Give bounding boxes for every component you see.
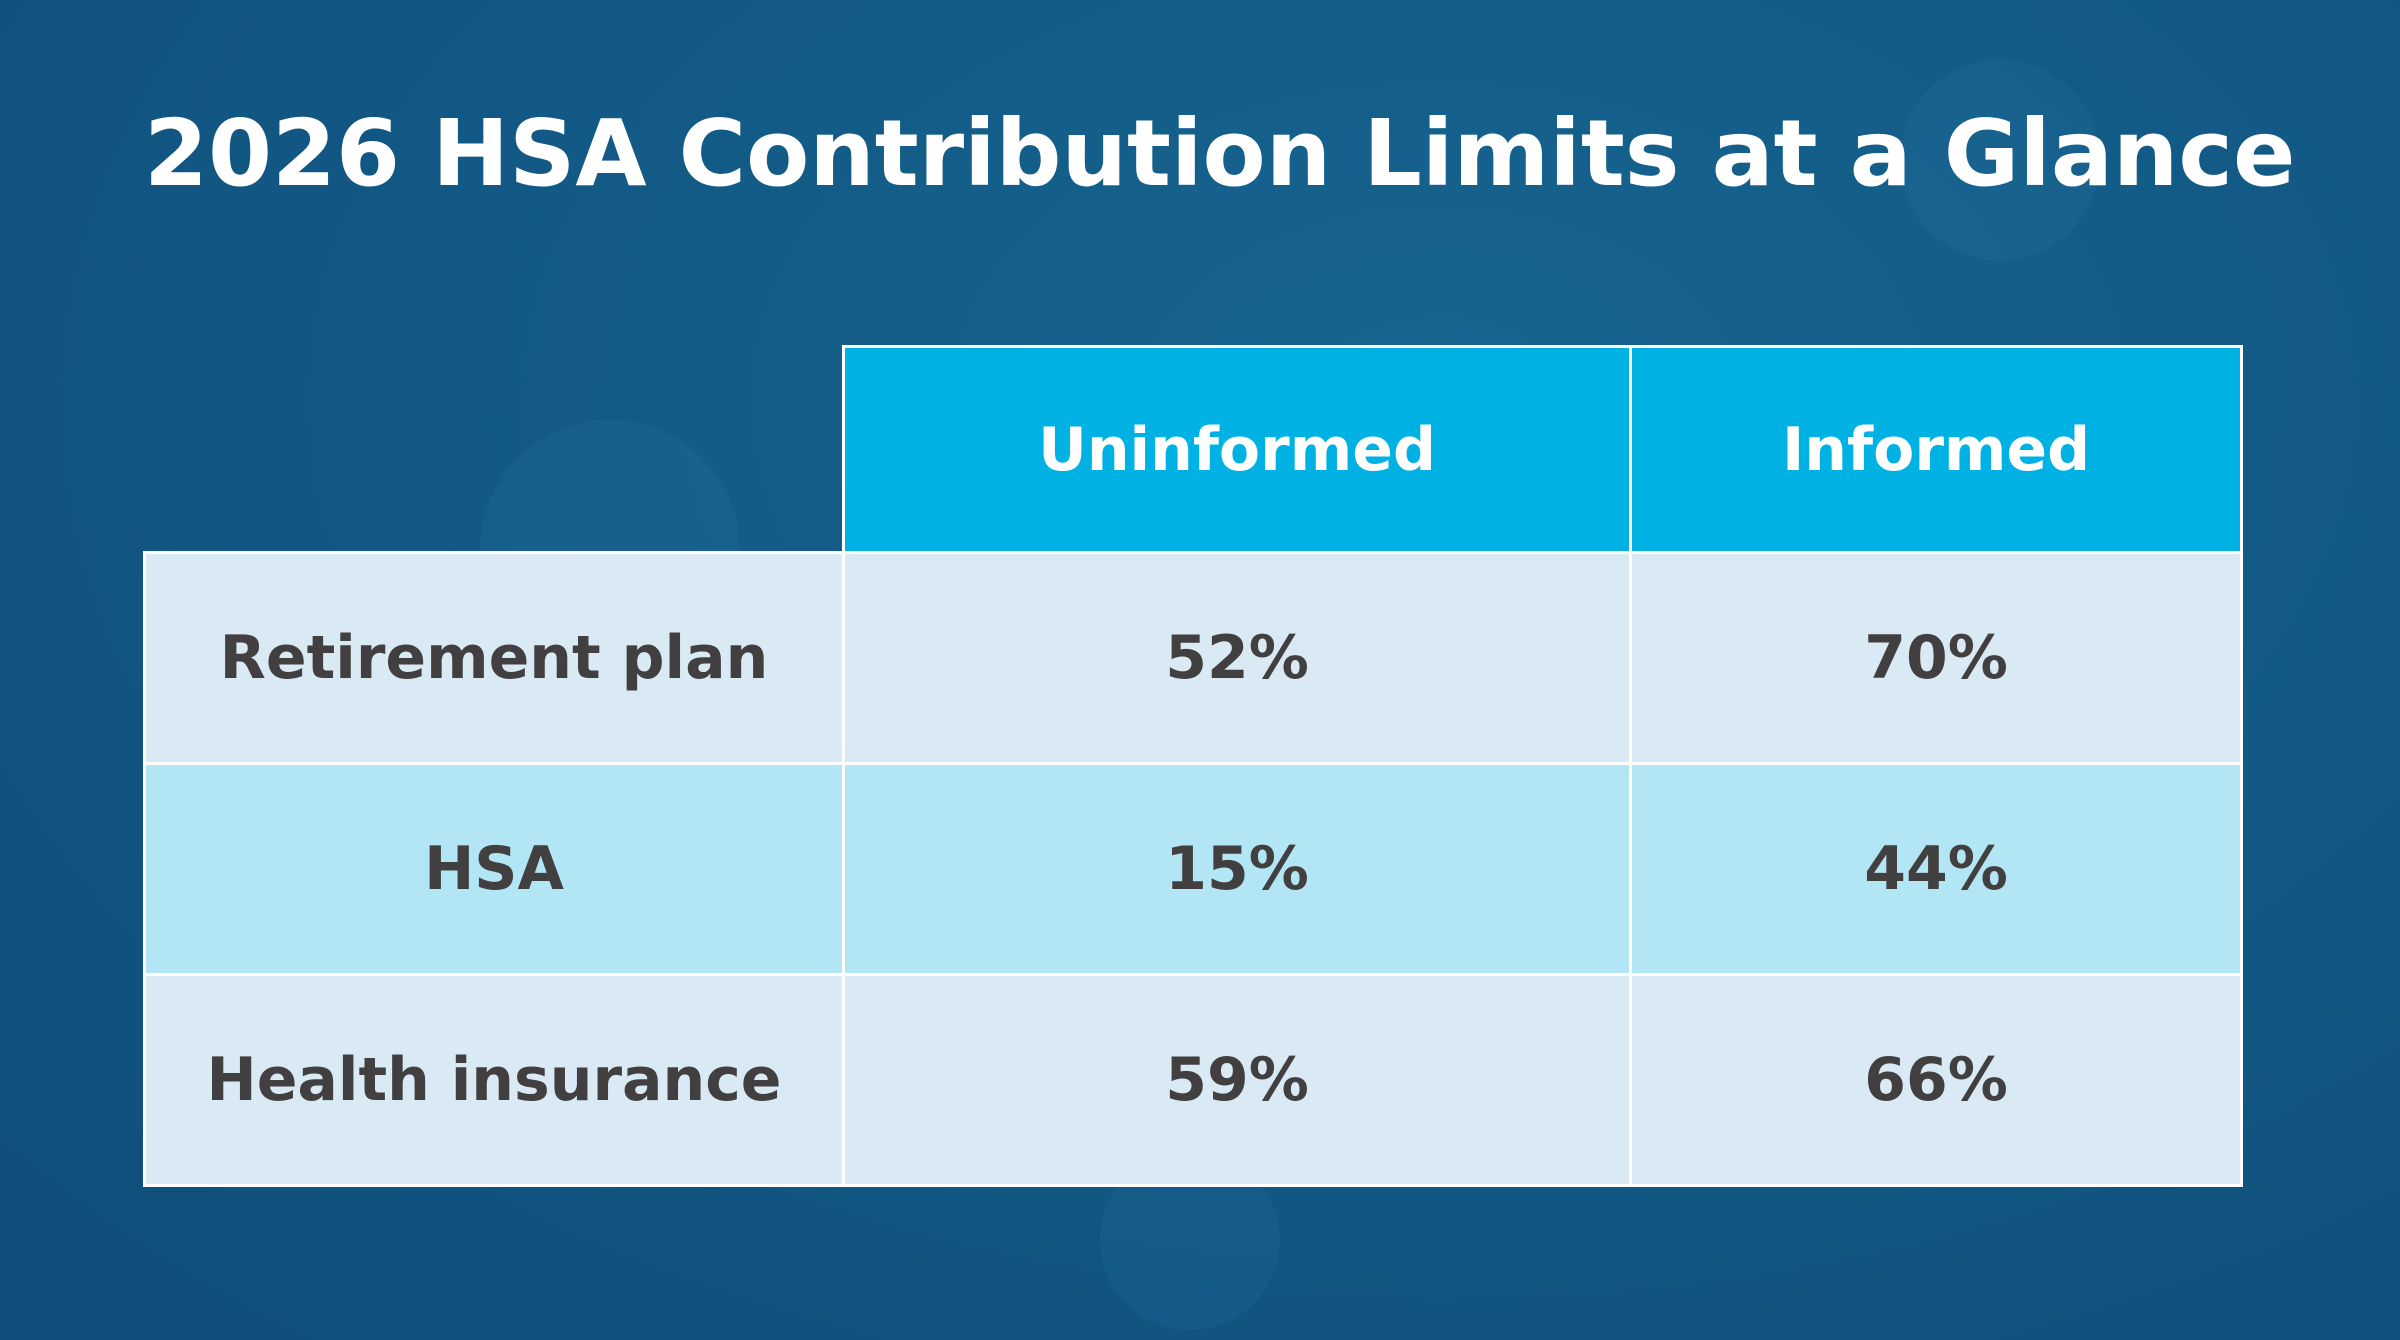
informed-value: 70% [1629, 551, 2243, 765]
comparison-table: Uninformed Informed Retirement plan 52% … [143, 345, 2243, 1187]
informed-value: 66% [1629, 973, 2243, 1187]
table-row: HSA 15% 44% [143, 762, 2243, 976]
row-label: Retirement plan [143, 551, 845, 765]
header-uninformed: Uninformed [841, 345, 1633, 554]
row-label: HSA [143, 762, 845, 976]
informed-value: 44% [1629, 762, 2243, 976]
page-title: 2026 HSA Contribution Limits at a Glance [144, 100, 2296, 207]
uninformed-value: 15% [841, 762, 1633, 976]
table-header-row: Uninformed Informed [144, 345, 2243, 554]
header-blank-cell [144, 346, 845, 554]
uninformed-value: 52% [841, 551, 1633, 765]
row-label: Health insurance [143, 973, 845, 1187]
background-bubble [1900, 60, 2100, 260]
header-informed: Informed [1629, 345, 2243, 554]
table-row: Health insurance 59% 66% [143, 973, 2243, 1187]
uninformed-value: 59% [841, 973, 1633, 1187]
table-row: Retirement plan 52% 70% [143, 551, 2243, 765]
